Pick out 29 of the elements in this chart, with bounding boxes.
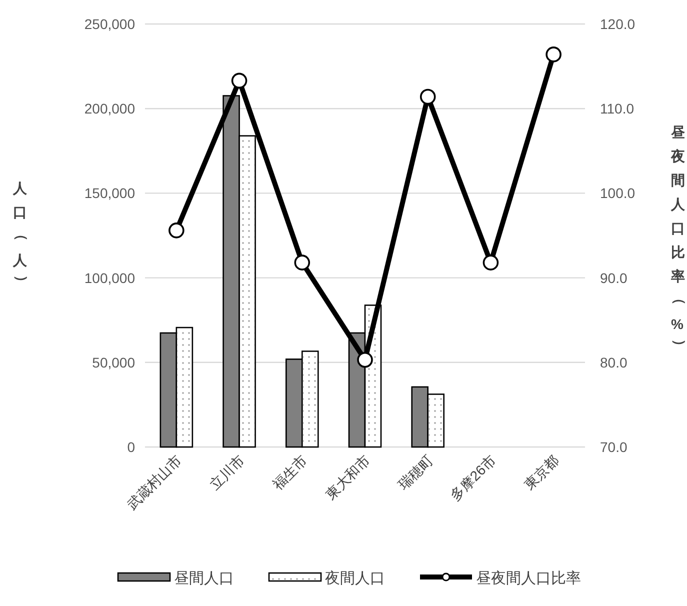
y2-tick-label: 80.0 bbox=[600, 354, 628, 370]
y-tick-label: 200,000 bbox=[84, 100, 136, 117]
y-tick-label: 50,000 bbox=[92, 354, 136, 370]
y2-axis-title: 昼夜間人口比率（%） bbox=[670, 124, 687, 353]
y-axis-title: 人口（人） bbox=[12, 180, 30, 289]
y-tick-label: 100,000 bbox=[84, 270, 136, 286]
point bbox=[294, 254, 310, 270]
y-tick-label: 250,000 bbox=[84, 16, 136, 32]
x-tick-label: 立川市 bbox=[206, 452, 248, 493]
x-tick-label: 福生市 bbox=[269, 452, 310, 493]
y2-tick-label: 70.0 bbox=[600, 439, 628, 455]
y2-tick-label: 110.0 bbox=[600, 100, 634, 117]
point bbox=[482, 254, 499, 270]
y-tick-label: 150,000 bbox=[84, 185, 136, 202]
x-tick-label: 東京都 bbox=[520, 452, 562, 493]
point bbox=[420, 88, 436, 105]
y2-tick-label: 100.0 bbox=[600, 185, 636, 202]
point bbox=[546, 46, 562, 62]
y2-tick-label: 120.0 bbox=[600, 16, 636, 32]
legend-label: 昼間人口 bbox=[174, 570, 234, 587]
point bbox=[357, 352, 373, 368]
legend-label: 昼夜間人口比率 bbox=[476, 570, 581, 587]
x-tick-label: 多摩26市 bbox=[446, 452, 499, 504]
point bbox=[168, 222, 184, 238]
x-tick-label: 東大和市 bbox=[322, 452, 374, 503]
y2-tick-label: 90.0 bbox=[600, 270, 628, 286]
legend-label: 夜間人口 bbox=[325, 570, 385, 587]
x-tick-label: 瑞穂町 bbox=[394, 452, 436, 493]
point bbox=[231, 72, 248, 89]
